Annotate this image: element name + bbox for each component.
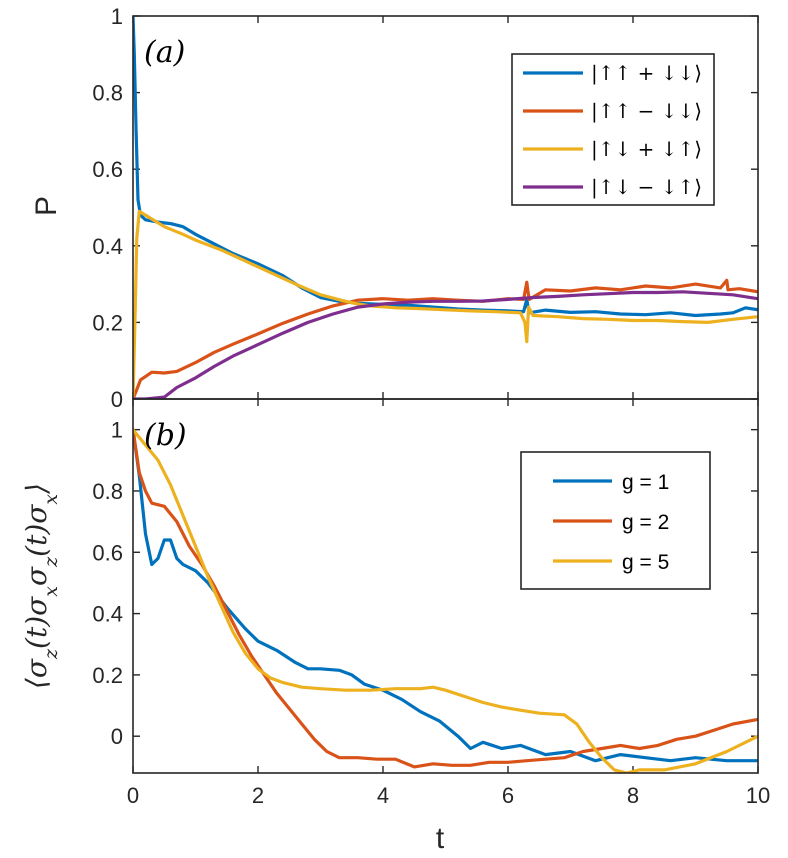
legend-entry: g = 1 xyxy=(622,471,669,494)
panel-a: 00.20.40.60.81 P (a) |↑↑ + ↓↓⟩|↑↑ − ↓↓⟩|… xyxy=(0,0,788,412)
panel-b-tag: (b) xyxy=(144,418,187,453)
legend-entry: g = 2 xyxy=(622,511,669,534)
legend-entry: |↑↑ − ↓↓⟩ xyxy=(591,99,702,124)
y-tick-label: 1 xyxy=(111,4,123,29)
panel-b-frame xyxy=(132,398,759,774)
series-line-3 xyxy=(133,209,758,399)
y-tick-label: 0.6 xyxy=(92,540,123,565)
y-tick-label: 0.2 xyxy=(92,310,123,335)
legend-entry: |↑↓ − ↓↑⟩ xyxy=(591,175,702,200)
legend-box xyxy=(520,451,711,590)
legend-entry: |↑↓ + ↓↑⟩ xyxy=(591,137,702,162)
panel-b-x-tick-labels: 0 2 4 6 8 10 xyxy=(127,783,770,808)
series-line-4 xyxy=(133,290,758,399)
x-tick-label: 6 xyxy=(502,783,514,808)
panel-b-y-tick-labels: 0 0.2 0.4 0.6 0.8 1 xyxy=(92,418,123,750)
x-axis-label: t xyxy=(436,822,445,855)
y-tick-label: 0.6 xyxy=(92,157,123,182)
y-tick-label: 0 xyxy=(111,387,123,412)
x-tick-label: 0 xyxy=(127,783,139,808)
panel-a-y-axis-label: P xyxy=(30,196,63,216)
series-line-3 xyxy=(133,428,758,773)
x-tick-label: 8 xyxy=(627,783,639,808)
series-line-1 xyxy=(133,428,758,763)
panel-a-lines xyxy=(133,16,758,399)
panel-a-legend: |↑↑ + ↓↓⟩ |↑↑ − ↓↓⟩ |↑↓ + ↓↑⟩ |↑↓ − ↓↑⟩ xyxy=(511,53,715,206)
y-tick-label: 0.2 xyxy=(92,663,123,688)
x-tick-label: 10 xyxy=(746,783,770,808)
legend-box xyxy=(511,53,715,206)
panel-b: 00.20.40.60.81 0 2 4 6 8 10 ⟨σz(t)σxσz(t)σx⟩ … xyxy=(20,398,770,808)
series-line-2 xyxy=(133,428,758,769)
legend-entry: g = 5 xyxy=(622,551,669,574)
y-tick-label: 0.8 xyxy=(92,81,123,106)
legend-entry: |↑↑ + ↓↓⟩ xyxy=(591,61,702,86)
panel-b-legend: g = 1 g = 2 g = 5 xyxy=(520,451,711,590)
series-line-1 xyxy=(133,16,758,318)
x-tick-label: 4 xyxy=(377,783,389,808)
panel-a-y-tick-labels: 0 0.2 0.4 0.6 0.8 1 xyxy=(92,4,123,412)
x-tick-label: 2 xyxy=(252,783,264,808)
y-tick-label: 1 xyxy=(111,418,123,443)
panel-b-y-axis-label: ⟨σz(t)σxσz(t)σx⟩ xyxy=(20,483,62,689)
panel-a-tag: (a) xyxy=(144,35,185,70)
panel-b-lines xyxy=(133,428,758,773)
y-tick-label: 0.4 xyxy=(92,234,123,259)
y-tick-label: 0.4 xyxy=(92,602,123,627)
y-tick-label: 0.8 xyxy=(92,479,123,504)
y-tick-label: 0 xyxy=(111,724,123,749)
